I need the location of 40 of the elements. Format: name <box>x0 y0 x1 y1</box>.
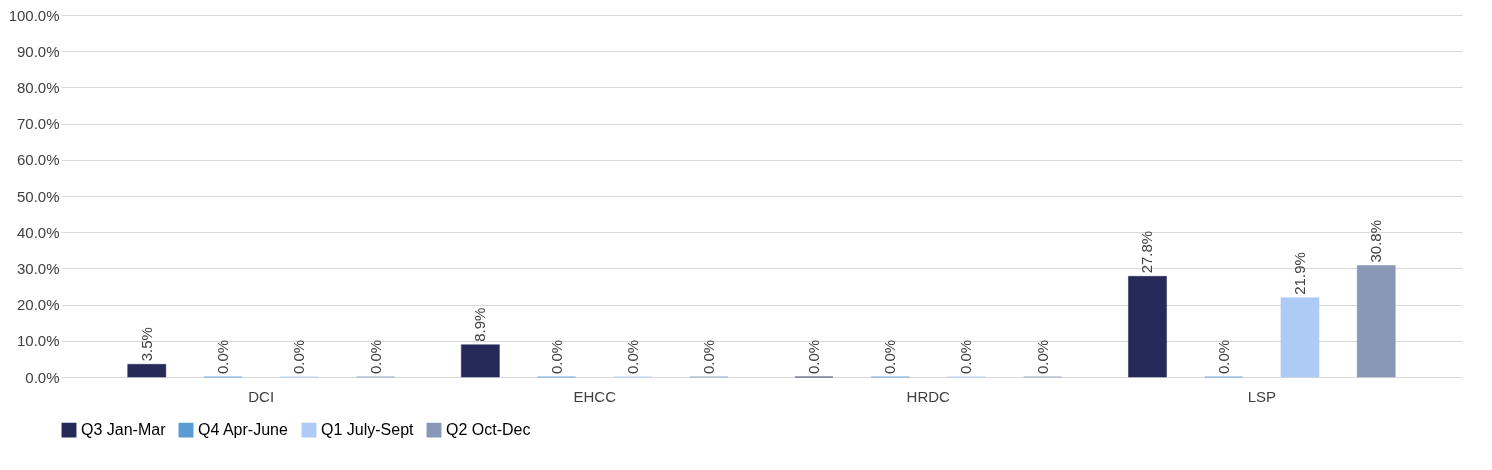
y-tick-label: 0.0% <box>25 368 60 386</box>
y-tick-label: 20.0% <box>16 296 60 314</box>
y-tick-label: 80.0% <box>16 78 60 96</box>
bar <box>461 344 500 378</box>
x-tick-label: HRDC <box>906 387 951 405</box>
data-label: 8.9% <box>471 307 489 342</box>
data-label: 0.0% <box>623 339 641 374</box>
data-label: 0.0% <box>366 339 384 374</box>
bar <box>1128 276 1167 378</box>
y-tick-label: 60.0% <box>16 151 60 169</box>
data-label: 0.0% <box>214 339 232 374</box>
data-label: 0.0% <box>290 339 308 374</box>
x-tick-label: LSP <box>1247 387 1277 405</box>
data-label: 0.0% <box>1214 339 1232 374</box>
data-label: 0.0% <box>957 339 975 374</box>
data-label: 30.8% <box>1367 219 1385 263</box>
bar <box>127 364 167 378</box>
legend-label: Q1 July-Sept <box>321 421 415 439</box>
x-tick-label: EHCC <box>573 387 617 405</box>
y-tick-label: 40.0% <box>16 223 60 241</box>
y-tick-label: 90.0% <box>16 42 60 60</box>
legend-label: Q2 Oct-Dec <box>446 421 531 439</box>
legend-label: Q4 Apr-June <box>198 421 288 439</box>
y-tick-label: 100.0% <box>8 6 60 24</box>
bar <box>1356 265 1396 378</box>
data-label: 0.0% <box>547 339 565 374</box>
data-label: 27.8% <box>1138 230 1156 274</box>
y-tick-label: 70.0% <box>16 115 60 133</box>
legend-label: Q3 Jan-Mar <box>81 421 167 439</box>
bar <box>1280 297 1320 378</box>
data-label: 3.5% <box>137 327 155 362</box>
data-label: 0.0% <box>1033 339 1051 374</box>
x-tick-label: DCI <box>248 387 275 405</box>
y-tick-label: 30.0% <box>16 259 60 277</box>
data-label: 0.0% <box>804 339 822 374</box>
data-label: 0.0% <box>881 339 899 374</box>
y-tick-label: 10.0% <box>16 332 60 350</box>
data-label: 0.0% <box>700 339 718 374</box>
y-tick-label: 50.0% <box>16 187 60 205</box>
data-label: 21.9% <box>1290 252 1308 295</box>
